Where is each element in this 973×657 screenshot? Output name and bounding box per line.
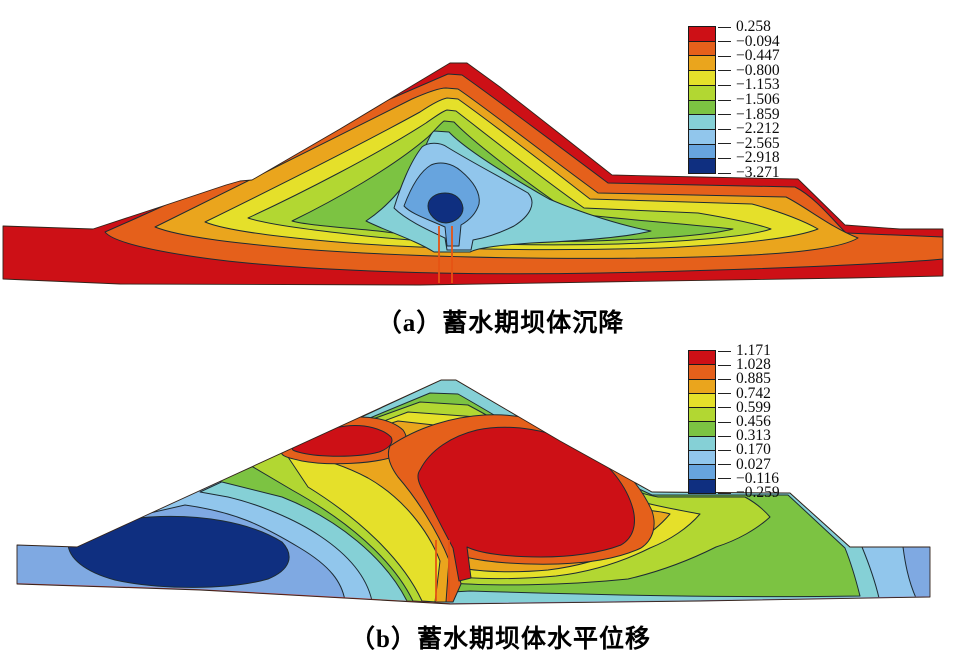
legend-b-cell-6 [689, 436, 715, 452]
legend-tick [718, 435, 731, 437]
legend-a-label: −2.212 [718, 120, 780, 138]
legend-tick [718, 114, 731, 116]
legend-b-cell-8 [689, 465, 715, 480]
legend-b-colorbar [688, 350, 716, 494]
legend-tick [718, 172, 731, 174]
legend-tick [718, 478, 731, 480]
legend-b-cell-1 [689, 365, 715, 380]
legend-tick [718, 84, 731, 86]
legend-tick [718, 26, 731, 28]
legend-a-cell-6 [689, 115, 715, 130]
legend-a-cell-9 [689, 159, 715, 174]
legend-tick [718, 407, 731, 409]
legend-b-label: 0.313 [718, 427, 771, 445]
legend-tick [718, 421, 731, 423]
band-b-red-max-pocket [417, 426, 635, 582]
legend-a-label: −0.094 [718, 33, 780, 51]
legend-b-cell-0 [689, 351, 715, 366]
legend-tick [718, 378, 731, 380]
legend-a-cell-7 [689, 129, 715, 145]
legend-tick [718, 492, 731, 494]
legend-b-label: 0.742 [718, 385, 771, 403]
dam-outline-a [2, 62, 944, 286]
legend-a-cell-2 [689, 56, 715, 72]
legend-tick [718, 99, 731, 101]
dam-outline-b [16, 379, 931, 605]
legend-b-label: 0.170 [718, 441, 771, 459]
legend-a: 0.258 −0.094 −0.447 −0.800 −1.153 −1.506… [688, 18, 838, 181]
legend-b: 1.171 1.028 0.885 0.742 0.599 0.456 0.31… [688, 342, 838, 501]
caption-b: （b）蓄水期坝体水平位移 [350, 626, 651, 653]
legend-b-label: −0.259 [718, 484, 780, 502]
legend-tick [718, 143, 731, 145]
legend-a-label: −0.800 [718, 62, 780, 80]
legend-a-colorbar [688, 26, 716, 174]
legend-b-label: 0.885 [718, 370, 771, 388]
legend-tick [718, 70, 731, 72]
legend-a-label: −2.565 [718, 135, 780, 153]
legend-a-label: −1.153 [718, 76, 780, 94]
legend-a-cell-5 [689, 100, 715, 116]
legend-a-label: −1.859 [718, 106, 780, 124]
legend-b-cell-5 [689, 422, 715, 437]
legend-b-label: 1.171 [718, 342, 771, 360]
legend-a-cell-3 [689, 71, 715, 86]
legend-a-label: 0.258 [718, 18, 771, 36]
legend-b-label: 0.027 [718, 456, 771, 474]
legend-b-cell-9 [689, 479, 715, 493]
legend-tick [718, 157, 731, 159]
legend-b-cell-2 [689, 379, 715, 394]
caption-a: （a）蓄水期坝体沉降 [376, 310, 625, 337]
legend-tick [718, 55, 731, 57]
legend-tick [718, 464, 731, 466]
legend-a-cell-4 [689, 85, 715, 101]
legend-tick [718, 128, 731, 130]
legend-b-label: −0.116 [718, 470, 779, 488]
legend-b-label: 0.456 [718, 413, 771, 431]
legend-b-cell-7 [689, 451, 715, 466]
legend-b-label: 1.028 [718, 356, 771, 374]
legend-tick [718, 449, 731, 451]
legend-tick [718, 41, 731, 43]
band-a-navy-min-pocket [427, 192, 464, 224]
band-b-cornflower-right [902, 546, 930, 599]
legend-b-cell-4 [689, 408, 715, 423]
legend-tick [718, 364, 731, 366]
legend-tick [718, 393, 731, 395]
legend-a-label: −2.918 [718, 149, 780, 167]
legend-b-label: 0.599 [718, 399, 771, 417]
band-b-navy-min-pocket [67, 515, 290, 588]
legend-a-cell-1 [689, 41, 715, 57]
legend-a-cell-8 [689, 144, 715, 160]
legend-a-label: −3.271 [718, 164, 780, 182]
legend-b-cell-3 [689, 393, 715, 409]
legend-a-label: −0.447 [718, 47, 780, 65]
legend-a-label: −1.506 [718, 91, 780, 109]
legend-a-cell-0 [689, 27, 715, 42]
legend-tick [718, 350, 731, 352]
